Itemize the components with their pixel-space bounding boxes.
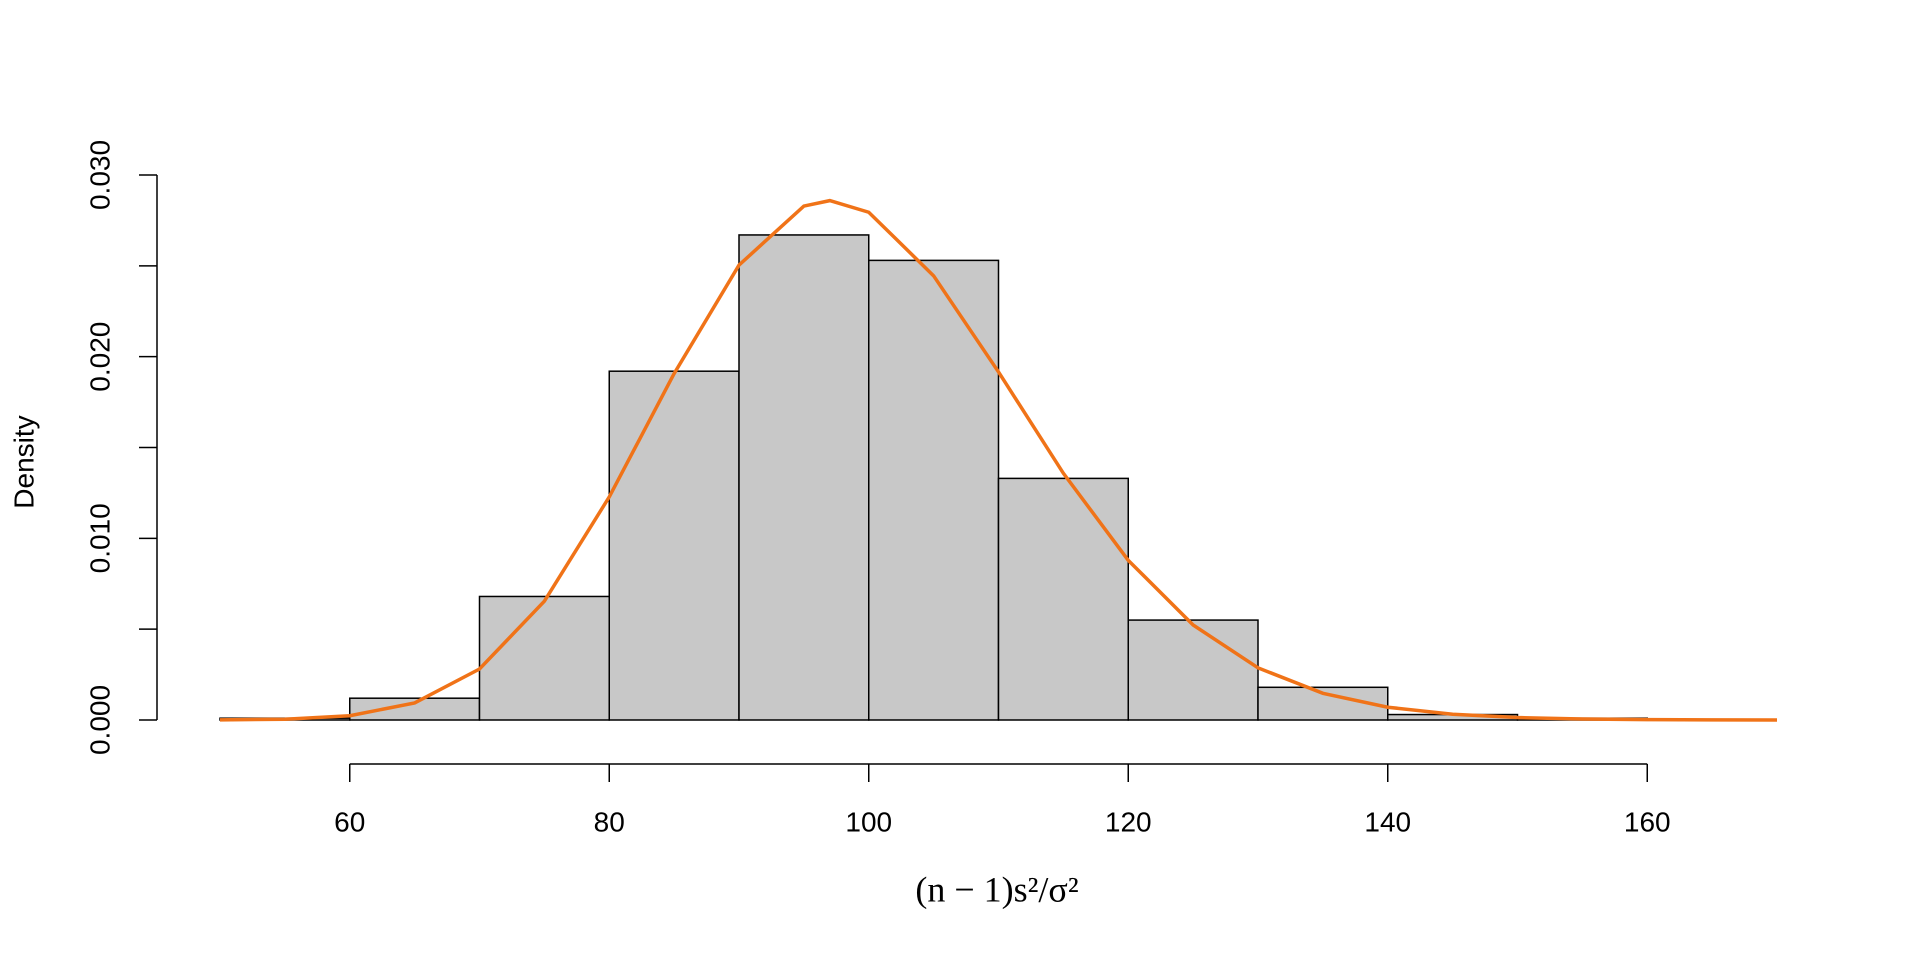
histogram-bar [478, 595, 610, 721]
x-tick-label: 140 [1364, 806, 1411, 837]
histogram-bar [738, 234, 870, 721]
x-tick-label: 80 [594, 806, 625, 837]
y-tick-label: 0.010 [84, 503, 115, 573]
x-tick-label: 100 [845, 806, 892, 837]
density-curve [219, 198, 1778, 722]
x-axis-label: (n − 1)s²/σ² [915, 869, 1078, 909]
histogram-bar [608, 370, 740, 721]
y-tick-label: 0.020 [84, 322, 115, 392]
histogram-bar [997, 477, 1129, 721]
y-tick-label: 0.030 [84, 140, 115, 210]
y-axis-label: Density [8, 415, 39, 508]
y-tick-label: 0.000 [84, 685, 115, 755]
histogram-bar [1127, 619, 1259, 721]
x-tick-label: 120 [1105, 806, 1152, 837]
x-tick-label: 160 [1624, 806, 1671, 837]
histogram-bar [868, 259, 1000, 721]
x-tick-label: 60 [334, 806, 365, 837]
